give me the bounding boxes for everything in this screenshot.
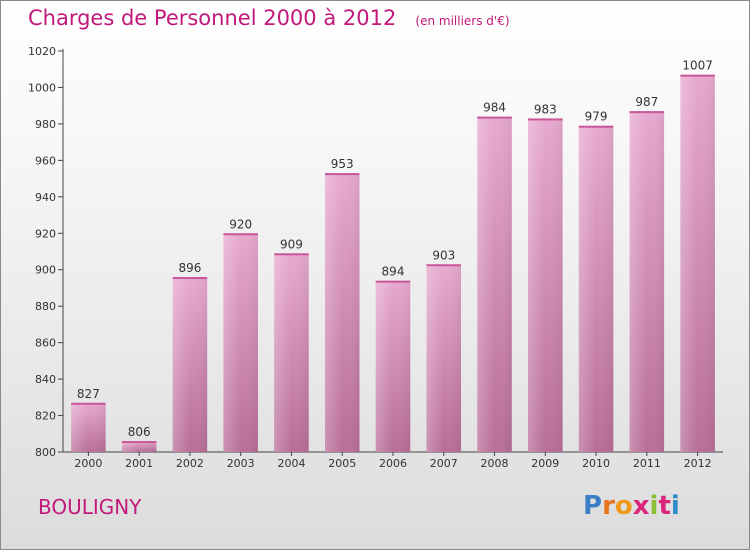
y-tick-label: 920 bbox=[35, 227, 56, 240]
y-tick-label: 1000 bbox=[28, 81, 56, 94]
chart-title: Charges de Personnel 2000 à 2012 bbox=[28, 6, 397, 30]
y-tick-label: 1020 bbox=[28, 45, 56, 58]
bar-2005 bbox=[324, 173, 360, 452]
bar-value-label: 903 bbox=[432, 248, 455, 262]
bar-shine bbox=[477, 116, 512, 453]
bar-2011 bbox=[629, 111, 665, 453]
bar-value-label: 983 bbox=[534, 102, 557, 116]
logo-letter: P bbox=[583, 491, 603, 521]
bar-top-edge bbox=[629, 111, 665, 114]
bar-top-edge bbox=[680, 74, 715, 77]
logo-letter: x bbox=[632, 491, 650, 521]
bar-2009 bbox=[528, 118, 563, 452]
x-tick-label: 2005 bbox=[328, 457, 356, 470]
y-tick-label: 940 bbox=[35, 191, 56, 204]
bar-2008 bbox=[477, 116, 512, 453]
bar-top-edge bbox=[274, 253, 309, 256]
y-tick-label: 800 bbox=[35, 446, 56, 459]
bar-2010 bbox=[578, 125, 614, 453]
bar-2001 bbox=[121, 441, 157, 452]
x-tick-label: 2008 bbox=[481, 457, 509, 470]
bar-value-label: 1007 bbox=[682, 59, 713, 73]
bar-value-label: 909 bbox=[280, 237, 303, 251]
x-tick-label: 2009 bbox=[531, 457, 559, 470]
y-tick-label: 880 bbox=[35, 300, 56, 313]
x-tick-label: 2012 bbox=[684, 457, 712, 470]
bar-top-edge bbox=[477, 116, 512, 119]
bar-2006 bbox=[375, 280, 411, 452]
logo-letter: t bbox=[658, 491, 671, 521]
bar-value-label: 987 bbox=[635, 95, 658, 109]
chart-subtitle: (en milliers d'€) bbox=[415, 14, 510, 28]
x-tick-label: 2000 bbox=[74, 457, 102, 470]
logo-letter: i bbox=[649, 491, 659, 521]
y-tick-label: 820 bbox=[35, 410, 56, 423]
bar-shine bbox=[680, 74, 715, 452]
bar-top-edge bbox=[172, 277, 208, 280]
bar-value-label: 920 bbox=[229, 217, 252, 231]
bar-top-edge bbox=[578, 125, 614, 128]
x-tick-label: 2003 bbox=[227, 457, 255, 470]
bar-shine bbox=[426, 264, 462, 452]
y-axis: 800 820 840 860 880 900 920 940 960 980 1000 1020 bbox=[28, 45, 64, 459]
bar-shine bbox=[274, 253, 309, 452]
logo-letter: o bbox=[614, 491, 633, 521]
y-tick-label: 980 bbox=[35, 118, 56, 131]
bar-value-labels: 827 806 896 920 909 953 894 903 984 983 979 987 1007 bbox=[77, 59, 713, 439]
bar-value-label: 953 bbox=[331, 157, 354, 171]
y-tick-label: 960 bbox=[35, 154, 56, 167]
bar-value-label: 806 bbox=[128, 425, 151, 439]
y-tick-label: 840 bbox=[35, 373, 56, 386]
bar-top-edge bbox=[324, 173, 360, 176]
x-axis: 2000 2001 2002 2003 2004 2005 2006 2007 2008 2009… bbox=[63, 451, 723, 470]
logo-letter: i bbox=[670, 491, 680, 521]
x-tick-label: 2006 bbox=[379, 457, 407, 470]
bar-top-edge bbox=[528, 118, 563, 121]
place-name: BOULIGNY bbox=[38, 495, 142, 519]
bar-top-edge bbox=[375, 280, 411, 283]
x-tick-label: 2002 bbox=[176, 457, 204, 470]
bar-shine bbox=[629, 111, 665, 453]
x-tick-label: 2011 bbox=[633, 457, 661, 470]
bar-value-label: 827 bbox=[77, 387, 100, 401]
bar-shine bbox=[172, 277, 208, 452]
bar-shine bbox=[528, 118, 563, 452]
y-tick-label: 900 bbox=[35, 264, 56, 277]
bar-2012 bbox=[680, 74, 715, 452]
bar-value-label: 984 bbox=[483, 101, 506, 115]
bar-2004 bbox=[274, 253, 309, 452]
x-tick-label: 2001 bbox=[125, 457, 153, 470]
bar-2007 bbox=[426, 264, 462, 452]
bar-shine bbox=[121, 441, 157, 452]
bar-2003 bbox=[223, 233, 258, 452]
bar-shine bbox=[375, 280, 411, 452]
bar-shine bbox=[223, 233, 258, 452]
x-tick-label: 2010 bbox=[582, 457, 610, 470]
bar-top-edge bbox=[121, 441, 157, 444]
bar-2002 bbox=[172, 277, 208, 452]
bar-value-label: 979 bbox=[585, 110, 608, 124]
proxiti-logo: Proxiti bbox=[583, 491, 680, 521]
x-tick-label: 2004 bbox=[277, 457, 305, 470]
logo-letter: r bbox=[602, 491, 615, 521]
bar-top-edge bbox=[426, 264, 462, 267]
y-tick-label: 860 bbox=[35, 337, 56, 350]
x-tick-label: 2007 bbox=[430, 457, 458, 470]
bar-2000 bbox=[71, 402, 106, 452]
bar-shine bbox=[578, 125, 614, 453]
bar-value-label: 894 bbox=[382, 265, 405, 279]
bar-shine bbox=[324, 173, 360, 452]
bars bbox=[71, 74, 715, 453]
bar-top-edge bbox=[71, 402, 106, 405]
bar-shine bbox=[71, 402, 106, 452]
bar-top-edge bbox=[223, 233, 258, 236]
title-block: Charges de Personnel 2000 à 2012 (en mil… bbox=[28, 6, 510, 30]
bar-value-label: 896 bbox=[178, 261, 201, 275]
